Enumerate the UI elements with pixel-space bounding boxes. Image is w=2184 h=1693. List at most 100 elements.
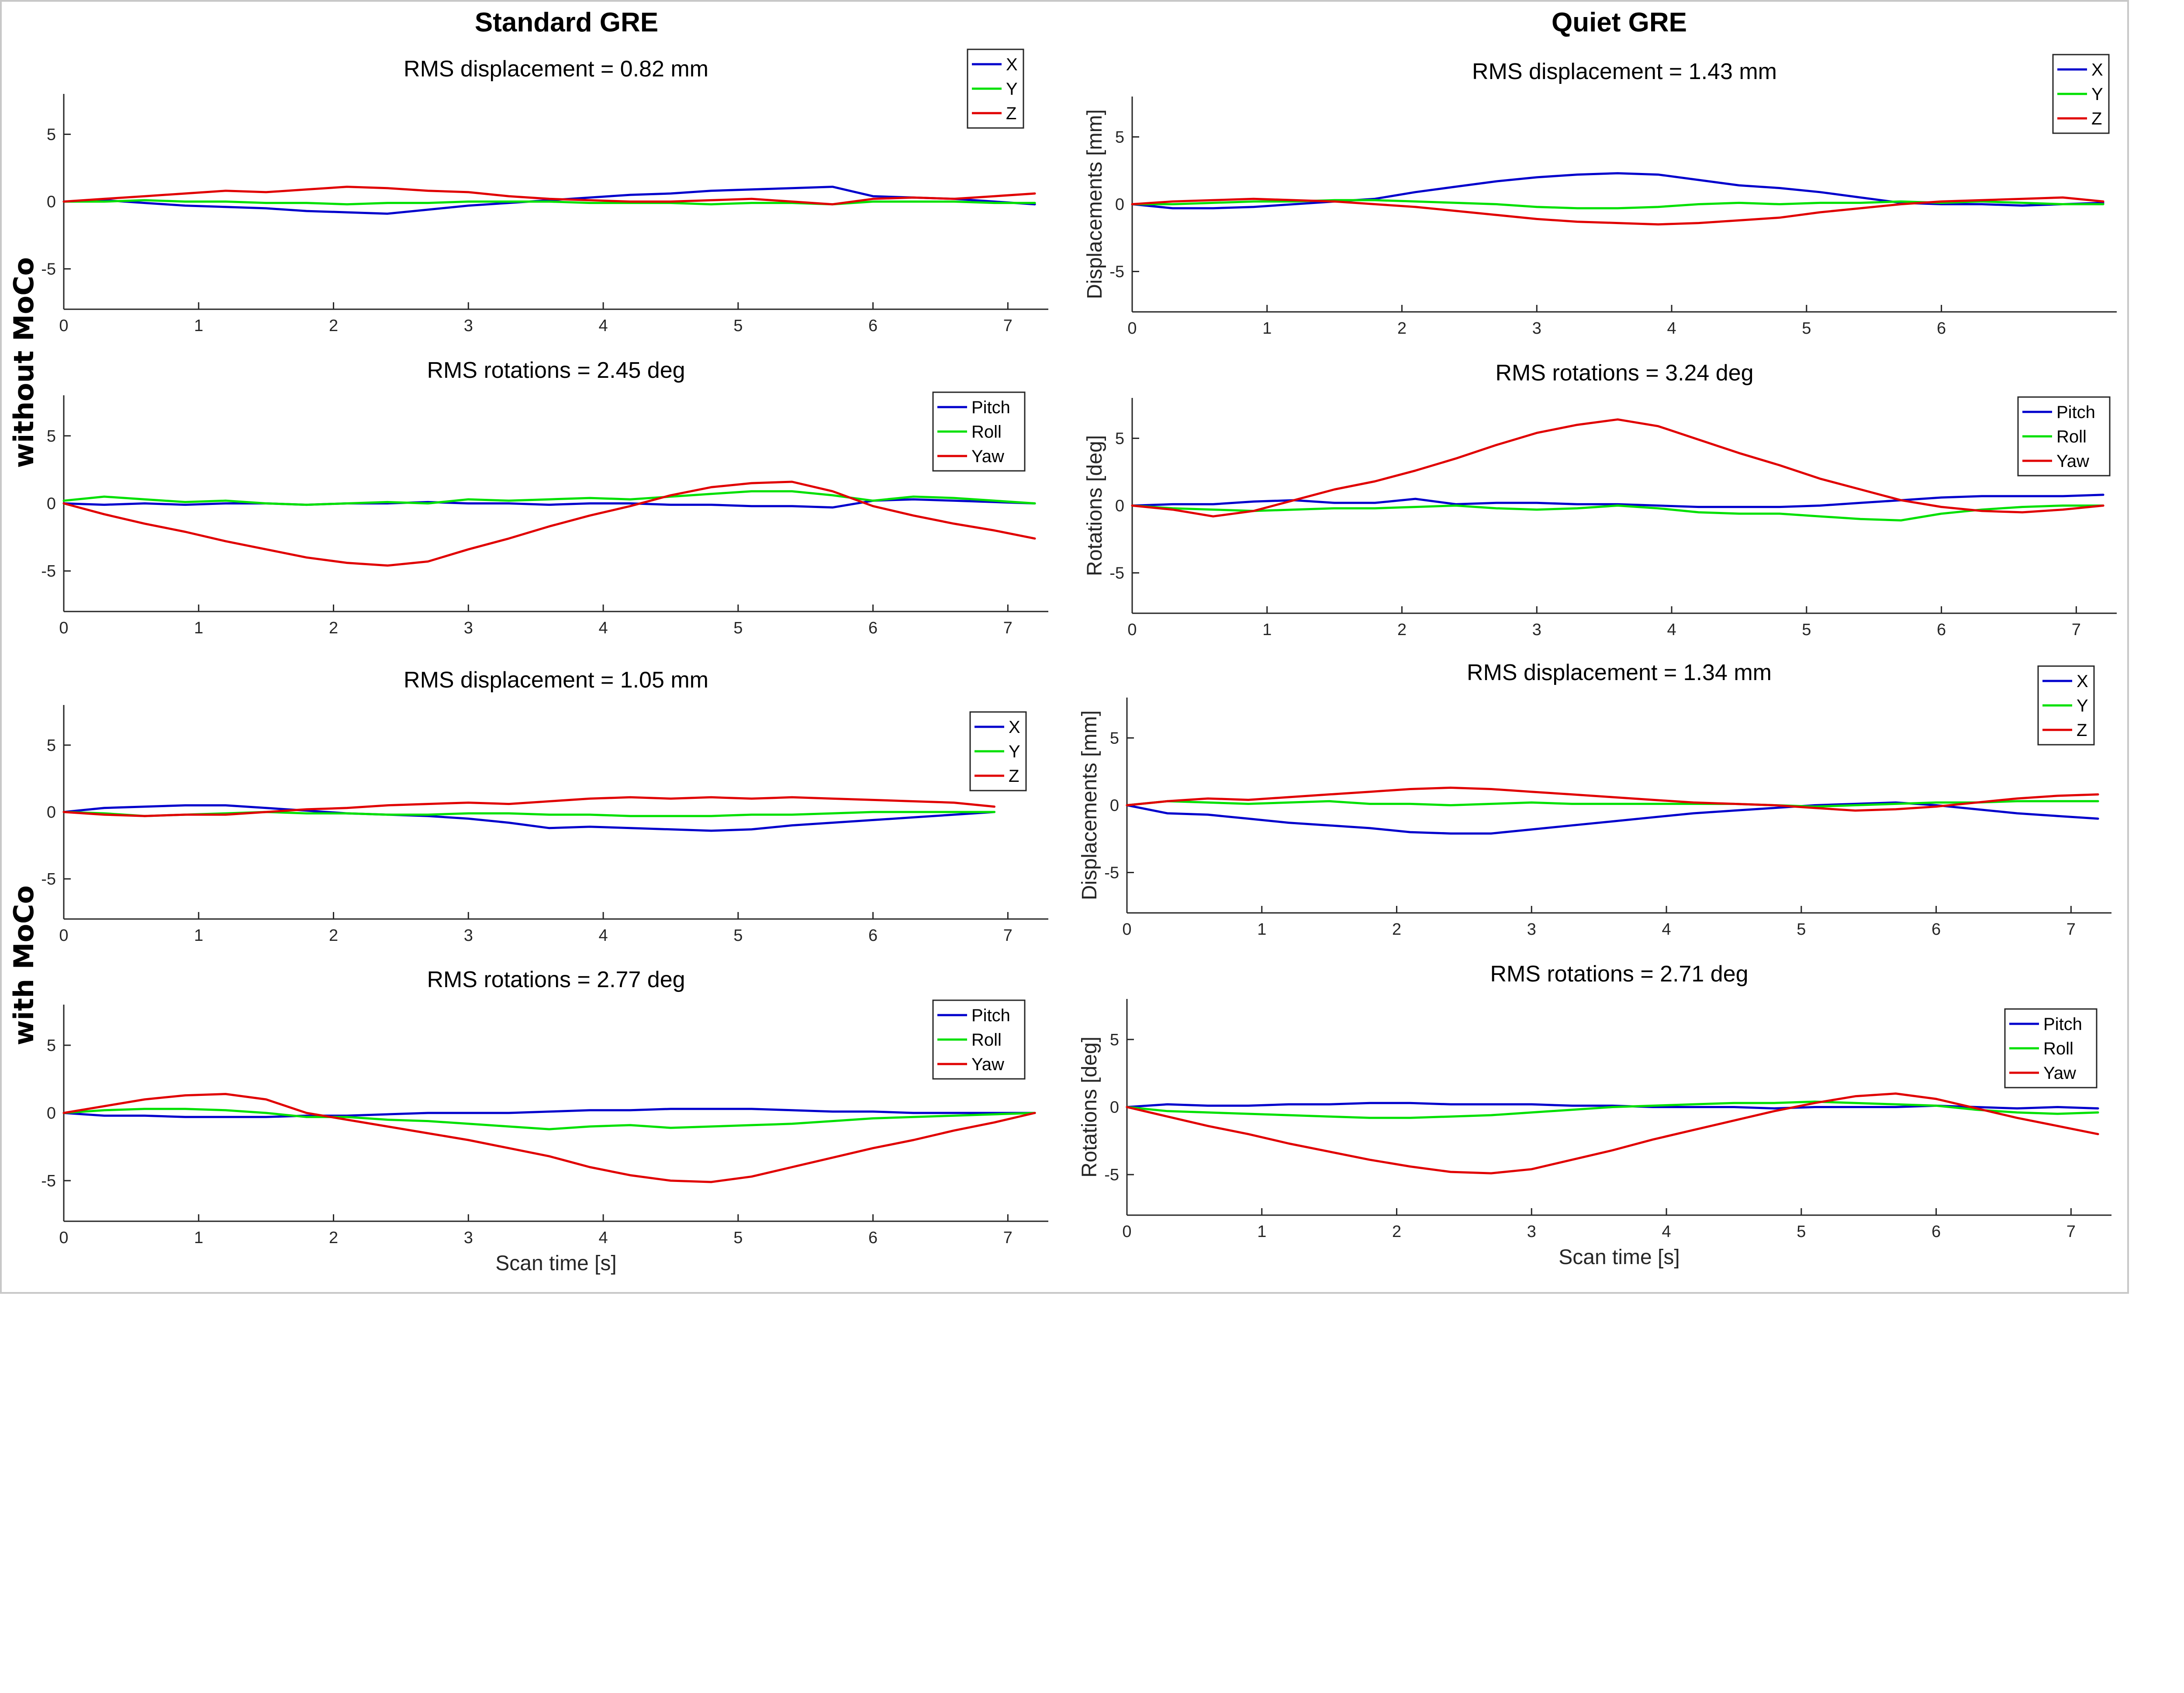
subplot-grid: RMS displacement = 0.82 mm0 1 2 3 4 5 6 7-505XY… (41, 48, 2117, 1275)
x-tick-label: 4 (1667, 621, 1676, 639)
x-tick-label: 4 (1662, 920, 1671, 939)
series-line-yaw (1131, 418, 2105, 518)
x-tick-label: 0 (59, 317, 68, 335)
x-tick-label: 5 (1802, 319, 1811, 338)
plot-title: RMS rotations = 2.71 deg (1490, 961, 1748, 987)
legend: XYZ (2052, 54, 2110, 134)
x-tick-label: 3 (1532, 621, 1541, 639)
x-tick-label: 0 (1127, 621, 1137, 639)
plot-title: RMS rotations = 2.77 deg (427, 967, 685, 992)
y-tick-label: 5 (47, 736, 56, 755)
legend-label-roll: Roll (2056, 427, 2087, 446)
x-tick-label: 7 (1003, 317, 1013, 335)
legend-label-x: X (1009, 718, 1020, 737)
series-line-x (1126, 801, 2099, 835)
x-tick-label: 2 (329, 1229, 338, 1247)
y-axis-label: Displacements [mm] (1083, 109, 1106, 299)
series-line-pitch (62, 1108, 1036, 1118)
x-tick-label: 7 (1003, 926, 1013, 945)
x-tick-label: 7 (2067, 1223, 2076, 1241)
series-line-roll (1131, 504, 2105, 522)
x-tick-label: 1 (194, 317, 203, 335)
series-line-yaw (62, 480, 1036, 567)
legend-label-yaw: Yaw (971, 1055, 1004, 1074)
x-tick-label: 1 (1262, 319, 1272, 338)
x-tick-label: 6 (868, 317, 878, 335)
legend-label-z: Z (2077, 721, 2087, 740)
y-tick-label: -5 (1104, 1166, 1119, 1184)
column-title-quiet-gre: Quiet GRE (1552, 7, 1687, 38)
subplot-quiet-nomoco-rot: RMS rotations = 3.24 deg 0 1 2 3 4 5 6 7 -5 0 5 Rota… (1083, 360, 2117, 639)
x-tick-label: 7 (2067, 920, 2076, 939)
legend-label-y: Y (1009, 742, 1020, 761)
x-tick-label: 2 (329, 619, 338, 637)
subplot-quiet-nomoco-disp: RMS displacement = 1.43 mm 0 1 2 3 4 5 6 -5 0 5 Dis… (1083, 54, 2117, 338)
subplot-std-moco-rot: RMS rotations = 2.77 deg 0 1 2 3 4 5 6 7 -5 0 5 Scan… (41, 967, 1048, 1275)
y-tick-label: 0 (1110, 797, 1119, 815)
y-tick-label: -5 (1109, 564, 1124, 583)
legend-label-y: Y (1006, 79, 1018, 99)
x-tick-label: 2 (329, 926, 338, 945)
series-line-roll (62, 1108, 1036, 1130)
legend-label-pitch: Pitch (2043, 1015, 2082, 1034)
x-tick-label: 4 (598, 619, 608, 637)
y-tick-label: 0 (1115, 497, 1124, 515)
x-tick-label: 2 (1397, 621, 1406, 639)
series-line-z (62, 186, 1036, 206)
series-line-roll (62, 490, 1036, 506)
y-tick-label: 0 (47, 495, 56, 513)
y-tick-label: 0 (47, 193, 56, 211)
x-tick-label: 6 (1932, 920, 1941, 939)
legend-label-pitch: Pitch (971, 398, 1010, 417)
legend: Pitch Roll Yaw (932, 999, 1026, 1080)
legend-label-x: X (2077, 672, 2088, 691)
x-tick-label: 0 (59, 619, 68, 637)
y-tick-label: 5 (1110, 729, 1119, 747)
legend-label-pitch: Pitch (2056, 403, 2095, 422)
x-axis-label: Scan time [s] (495, 1252, 616, 1275)
x-tick-label: 1 (1257, 1223, 1266, 1241)
y-tick-label: 0 (47, 803, 56, 822)
y-tick-label: -5 (41, 870, 56, 888)
x-tick-label: 2 (1397, 319, 1406, 338)
legend-label-yaw: Yaw (2043, 1064, 2076, 1083)
legend-label-roll: Roll (2043, 1039, 2073, 1058)
series-line-z (1131, 196, 2105, 226)
series-line-z (62, 796, 995, 817)
legend-label-yaw: Yaw (971, 447, 1004, 466)
y-tick-label: 5 (1115, 429, 1124, 448)
plot-title: RMS displacement = 0.82 mm (404, 56, 708, 82)
series-line-x (62, 804, 995, 832)
y-tick-label: 5 (1115, 128, 1124, 146)
series-line-y (1131, 199, 2105, 210)
legend-label-z: Z (1009, 767, 1019, 786)
subplot-std-moco-disp: RMS displacement = 1.05 mm 0 1 2 3 4 5 6 7 -5 0 5 XY… (41, 667, 1048, 945)
legend-label-roll: Roll (971, 1030, 1002, 1050)
x-tick-label: 4 (1662, 1223, 1671, 1241)
y-tick-label: 5 (47, 427, 56, 446)
legend-label-roll: Roll (971, 422, 1002, 442)
x-tick-label: 2 (1392, 1223, 1401, 1241)
series-line-x (1131, 172, 2105, 210)
x-tick-label: 1 (194, 619, 203, 637)
legend-label-x: X (1006, 55, 1018, 74)
x-tick-label: 3 (464, 926, 473, 945)
x-tick-label: 3 (464, 317, 473, 335)
subplot-std-nomoco-rot: RMS rotations = 2.45 deg 0 1 2 3 4 5 6 7 -5 0 5 Pitc… (41, 358, 1048, 637)
y-tick-label: 0 (1115, 196, 1124, 214)
legend-label-yaw: Yaw (2056, 452, 2089, 471)
plot-title: RMS rotations = 2.45 deg (427, 358, 685, 383)
x-tick-label: 3 (464, 619, 473, 637)
legend-label-y: Y (2091, 85, 2103, 104)
x-tick-label: 3 (1527, 920, 1536, 939)
plot-title: RMS displacement = 1.34 mm (1467, 660, 1772, 685)
x-tick-label: 6 (868, 926, 878, 945)
legend-label-y: Y (2077, 696, 2088, 715)
legend-label-z: Z (1006, 104, 1016, 123)
y-tick-label: -5 (41, 1172, 56, 1190)
figure-frame (0, 0, 2129, 1294)
series-line-y (1126, 800, 2099, 808)
series-line-y (62, 199, 1036, 206)
y-tick-label: -5 (1104, 864, 1119, 882)
x-tick-label: 3 (1532, 319, 1541, 338)
